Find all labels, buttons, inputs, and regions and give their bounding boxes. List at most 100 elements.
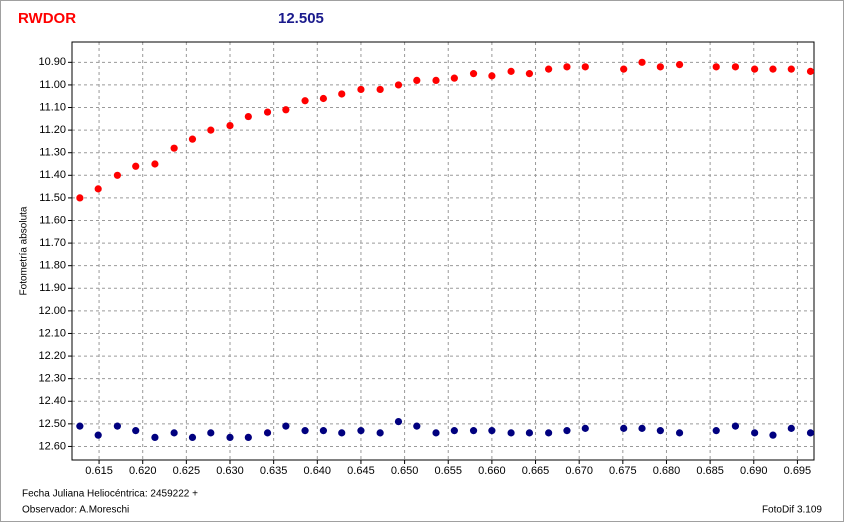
software: FotoDif 3.109 — [762, 505, 822, 516]
point — [581, 63, 589, 71]
point — [787, 424, 795, 432]
point — [488, 427, 496, 435]
y-tick-label: 12.10 — [38, 327, 66, 339]
x-tick-label: 0.630 — [216, 465, 244, 477]
point — [656, 427, 664, 435]
point — [394, 81, 403, 89]
point — [563, 427, 571, 435]
point — [319, 427, 328, 435]
point — [338, 90, 346, 98]
point — [488, 72, 496, 80]
point — [244, 433, 252, 442]
point — [731, 63, 740, 71]
point — [76, 194, 84, 202]
y-tick-label: 10.90 — [38, 56, 66, 68]
point — [450, 427, 458, 435]
point — [394, 417, 403, 426]
x-tick-label: 0.690 — [740, 465, 768, 477]
y-tick-label: 11.10 — [39, 101, 66, 113]
point — [132, 162, 140, 170]
point — [620, 424, 628, 432]
plot-area — [71, 41, 815, 461]
point — [806, 429, 815, 437]
point — [226, 433, 234, 442]
y-tick-label: 11.50 — [39, 192, 66, 204]
point — [675, 429, 684, 437]
y-tick-label: 12.50 — [38, 418, 66, 430]
y-tick-label: 11.70 — [39, 237, 66, 249]
x-tick-label: 0.640 — [304, 465, 332, 477]
x-tick-label: 0.685 — [696, 465, 724, 477]
x-tick-label: 0.620 — [129, 465, 157, 477]
point — [376, 85, 384, 94]
point — [282, 106, 290, 114]
point — [525, 70, 534, 78]
y-tick-label: 11.80 — [39, 260, 66, 272]
x-axis-label: Fecha Juliana Heliocéntrica: 2459222 + — [22, 489, 198, 500]
point — [113, 422, 121, 430]
point — [507, 429, 515, 437]
point — [263, 429, 272, 437]
point — [151, 433, 159, 442]
x-tick-label: 0.625 — [173, 465, 201, 477]
point — [751, 65, 759, 73]
point — [675, 60, 684, 69]
x-tick-label: 0.655 — [434, 465, 462, 477]
point — [469, 427, 478, 435]
point — [751, 429, 759, 437]
point — [244, 112, 252, 121]
point — [507, 67, 515, 75]
point — [525, 429, 534, 437]
x-tick-label: 0.635 — [260, 465, 288, 477]
point — [563, 63, 571, 71]
x-tick-label: 0.645 — [347, 465, 375, 477]
y-tick-label: 11.30 — [39, 147, 66, 159]
point — [638, 424, 646, 432]
annotation: 12.505 — [278, 10, 324, 27]
point — [581, 424, 589, 432]
point — [656, 63, 664, 71]
y-tick-label: 12.30 — [38, 373, 66, 385]
x-tick-label: 0.650 — [391, 465, 419, 477]
point — [170, 429, 178, 437]
y-tick-label: 11.90 — [39, 282, 66, 294]
chart-title: RWDOR — [18, 10, 76, 27]
x-tick-label: 0.660 — [478, 465, 506, 477]
y-tick-label: 11.60 — [39, 214, 66, 226]
point — [151, 160, 159, 168]
y-tick-label: 11.00 — [39, 79, 66, 91]
x-tick-label: 0.670 — [565, 465, 593, 477]
point — [170, 144, 178, 152]
y-tick-label: 12.20 — [38, 350, 66, 362]
plot-border — [71, 41, 815, 461]
y-tick-label: 11.40 — [39, 169, 66, 181]
point — [94, 185, 102, 193]
point — [263, 108, 272, 116]
point — [769, 431, 777, 439]
x-tick-label: 0.675 — [609, 465, 637, 477]
point — [376, 429, 384, 437]
point — [620, 65, 628, 73]
y-tick-label: 12.00 — [38, 305, 66, 317]
point — [338, 429, 346, 437]
point — [319, 94, 328, 103]
point — [188, 433, 197, 442]
x-tick-label: 0.615 — [85, 465, 113, 477]
x-tick-label: 0.695 — [784, 465, 812, 477]
y-tick-label: 11.20 — [39, 124, 66, 136]
point — [301, 97, 309, 105]
x-tick-label: 0.665 — [522, 465, 550, 477]
point — [301, 427, 309, 435]
point — [712, 63, 720, 71]
point — [207, 126, 215, 134]
point — [450, 74, 458, 82]
y-tick-label: 12.60 — [38, 440, 66, 452]
point — [712, 427, 720, 435]
point — [76, 422, 84, 430]
point — [357, 85, 365, 94]
point — [188, 135, 197, 143]
point — [357, 427, 365, 435]
point — [545, 65, 553, 73]
